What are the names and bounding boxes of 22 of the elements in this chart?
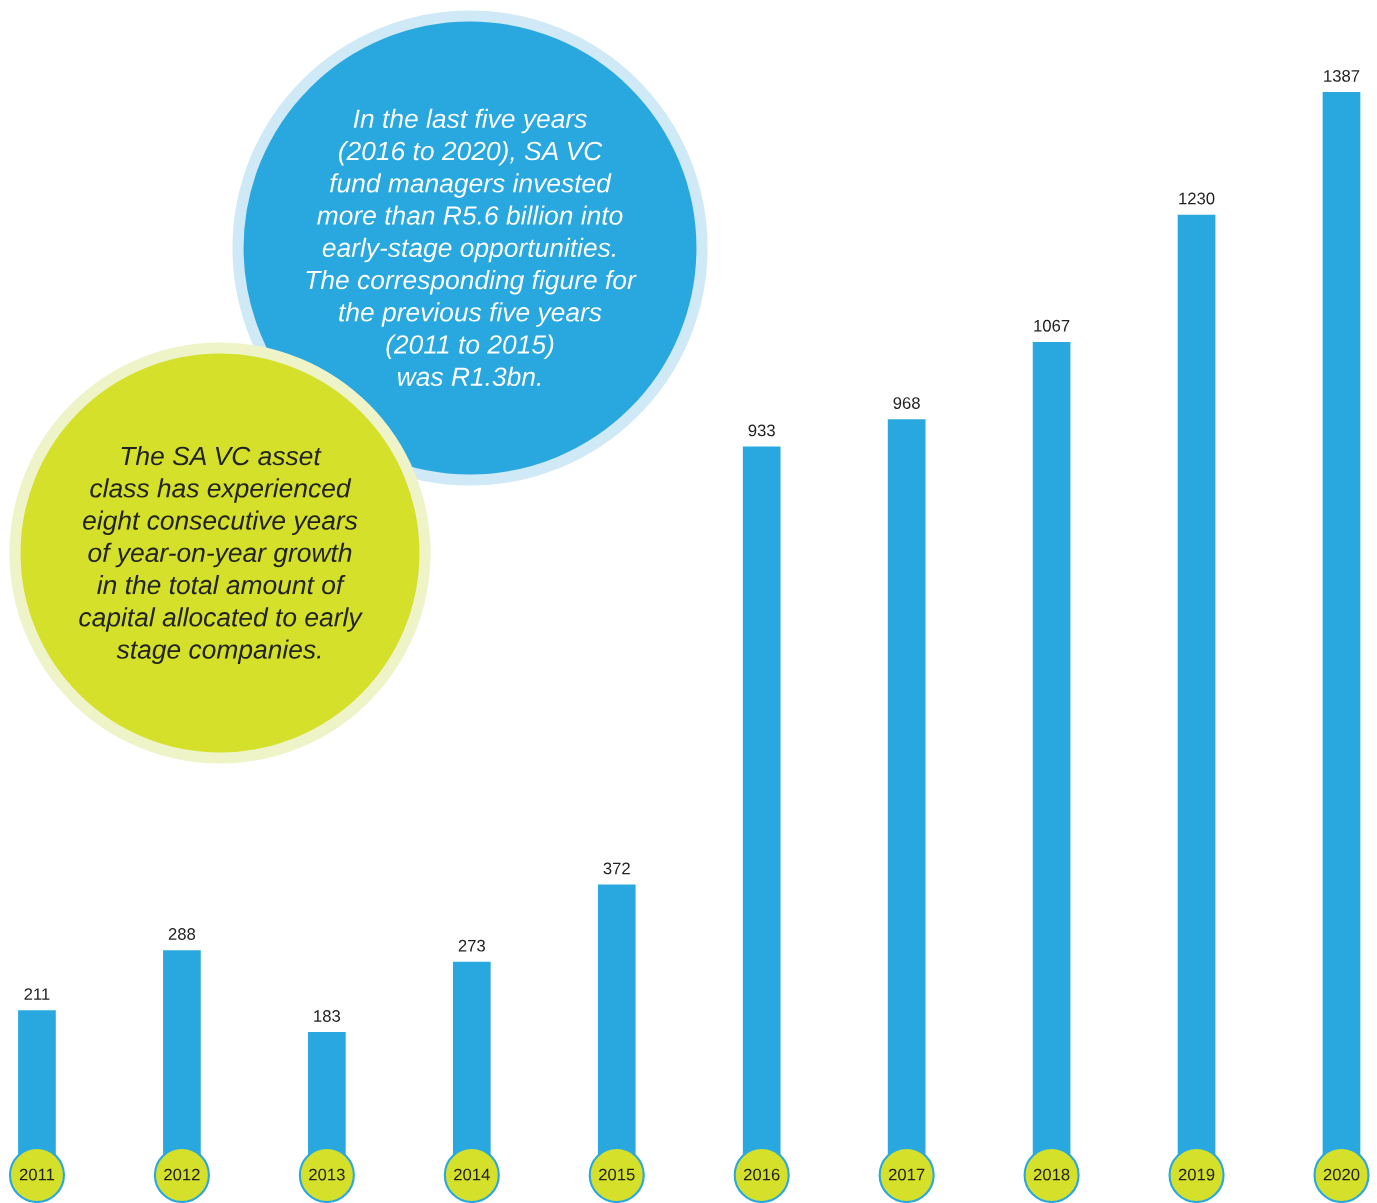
x-tick-label: 2020 [1323, 1168, 1360, 1181]
x-tick-label: 2016 [744, 1168, 780, 1181]
data-label: 968 [893, 397, 920, 409]
x-tick-label: 2012 [164, 1168, 200, 1181]
x-tick-label: 2015 [599, 1168, 635, 1181]
annotation: The SA VC asset class has experienced eight consecutive years of year-on-year growth in the total amount of capital allocated to early stage companies. [79, 445, 363, 665]
text: In the last five years (2016 to 2020), SA VC fund managers invested more than R5.6 billion into early-stage opportunities. The corresponding figure for the previous five years (2011 to 2015) was R1.3bn. [306, 108, 637, 387]
data-label: 273 [458, 939, 485, 952]
data-label: 1067 [1034, 319, 1070, 332]
data-label: 372 [603, 862, 630, 875]
x-tick-label: 2019 [1178, 1168, 1215, 1181]
x-tick-label: 2013 [309, 1168, 345, 1181]
data-label: 933 [748, 424, 775, 437]
data-label: 1387 [1324, 70, 1360, 82]
x-tick-label: 2014 [454, 1168, 490, 1181]
x-tick-label: 2018 [1033, 1168, 1070, 1181]
x-tick-label: 2017 [888, 1168, 925, 1181]
data-label: 1230 [1179, 192, 1215, 205]
data-label: 288 [168, 928, 196, 940]
data-label: 211 [24, 988, 50, 1000]
data-label: 183 [314, 1010, 341, 1022]
x-tick-label: 2011 [19, 1168, 55, 1181]
